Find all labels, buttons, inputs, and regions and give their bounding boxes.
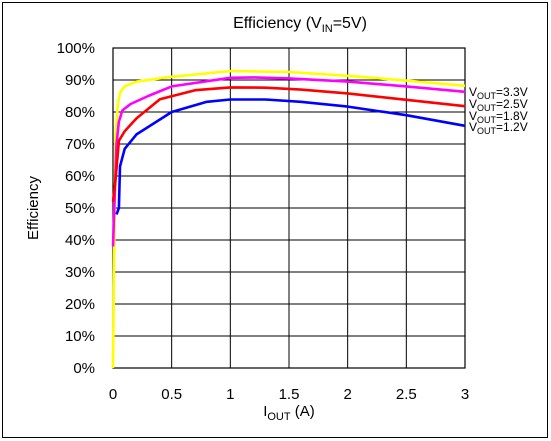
series-line <box>111 69 466 369</box>
y-axis-label: Efficiency <box>25 176 42 240</box>
series-label: VOUT=2.5V <box>469 97 528 113</box>
chart-title: Efficiency (VIN=5V) <box>233 15 367 35</box>
y-tick-label: 60% <box>65 168 95 185</box>
y-tick-label: 20% <box>65 296 95 313</box>
series-label: VOUT=1.8V <box>469 109 528 125</box>
x-tick-label: 2.5 <box>396 386 417 403</box>
y-tick-label: 30% <box>65 264 95 281</box>
series-line <box>111 86 466 202</box>
x-tick-label: 3 <box>461 386 469 403</box>
y-tick-label: 80% <box>65 104 95 121</box>
x-tick-labels: 0 0.5 1 1.5 2 2.5 3 <box>109 386 469 403</box>
x-axis-label: IOUT (A) <box>263 403 315 423</box>
y-tick-label: 0% <box>73 360 95 377</box>
series-line <box>111 76 466 247</box>
y-tick-label: 50% <box>65 200 95 217</box>
x-tick-label: 2 <box>343 386 351 403</box>
y-tick-labels: 0% 10% 20% 30% 40% 50% 60% 70% 80% 90% 100% <box>57 40 95 377</box>
series-line <box>115 98 466 215</box>
series-lines <box>111 69 466 369</box>
x-tick-label: 1.5 <box>279 386 300 403</box>
y-tick-label: 90% <box>65 72 95 89</box>
chart-frame <box>2 2 548 438</box>
y-tick-label: 10% <box>65 328 95 345</box>
grid-lines <box>113 48 465 368</box>
y-tick-label: 100% <box>57 40 95 57</box>
x-tick-label: 1 <box>226 386 234 403</box>
x-tick-label: 0 <box>109 386 117 403</box>
series-label: VOUT=3.3V <box>469 85 528 101</box>
y-tick-label: 70% <box>65 136 95 153</box>
x-tick-label: 0.5 <box>161 386 182 403</box>
series-label: VOUT=1.2V <box>469 120 528 136</box>
y-tick-label: 40% <box>65 232 95 249</box>
